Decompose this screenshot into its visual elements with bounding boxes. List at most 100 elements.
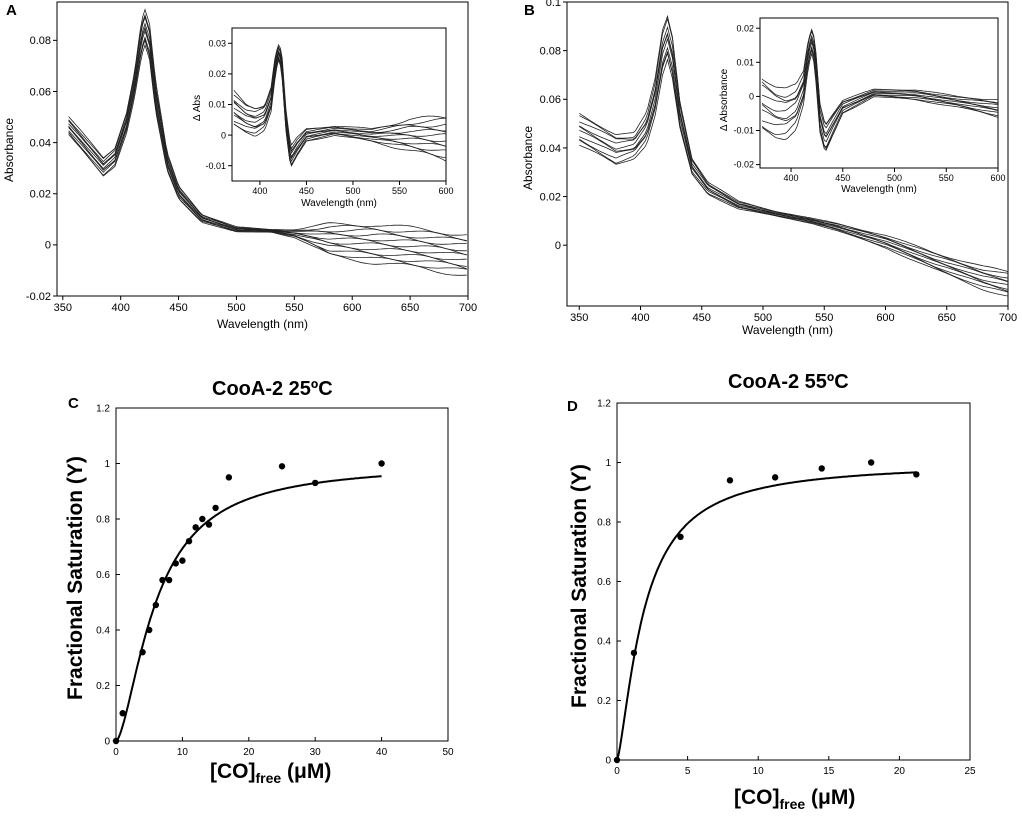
chart-b-inset-xtick-label-0: 400 <box>784 173 799 183</box>
chart-a-xlabel: Wavelength (nm) <box>217 317 308 331</box>
chart-b-xtick-label-3: 500 <box>754 312 772 324</box>
chart-c-xtick-label-2: 20 <box>243 747 255 758</box>
chart-c-point-13 <box>212 504 219 512</box>
chart-a-inset-ytick-label-4: 0.03 <box>208 38 226 48</box>
chart-a-trace-11 <box>68 8 467 236</box>
chart-a-inset-trace-10 <box>233 46 446 150</box>
chart-d-ytick-label-5: 1 <box>605 458 611 469</box>
chart-d-xtick-label-2: 10 <box>753 766 765 777</box>
chart-c-ytick-label-0: 0 <box>104 737 110 748</box>
chart-a-inset-ylabel: Δ Abs <box>192 95 203 121</box>
chart-c-point-5 <box>159 576 166 584</box>
chart-d-ytick-label-6: 1.2 <box>597 399 611 410</box>
chart-d-ytick-label-0: 0 <box>605 756 611 767</box>
chart-a-ytick-label-3: 0.04 <box>30 137 51 149</box>
chart-a-inset-xtick-label-2: 500 <box>345 186 360 196</box>
chart-b-inset-ytick-label-1: -0.01 <box>733 126 754 136</box>
chart-b-inset-ytick-label-3: 0.01 <box>736 57 754 67</box>
chart-d-xtick-label-4: 20 <box>894 766 906 777</box>
chart-c-ytick-label-3: 0.6 <box>96 570 110 581</box>
chart-b-inset-trace-0 <box>761 52 999 151</box>
chart-a-ytick-label-4: 0.06 <box>30 86 51 98</box>
chart-a-inset-trace-3 <box>233 55 447 163</box>
chart-b-inset-ytick-label-2: 0 <box>749 92 754 102</box>
chart-a-inset-trace-7 <box>233 49 447 154</box>
chart-c-title: CooA-2 25ºC <box>212 378 333 400</box>
chart-b-ytick-label-3: 0.06 <box>540 94 561 106</box>
chart-a-inset-ytick-label-2: 0.01 <box>208 100 226 110</box>
chart-c-xlabel: [CO]free (μM) <box>210 760 331 786</box>
chart-a-xtick-label-2: 450 <box>169 302 187 314</box>
chart-c-xlabel-main: [CO] <box>210 760 256 783</box>
chart-c-point-2 <box>139 649 146 656</box>
chart-a-inset-spectra <box>233 43 447 167</box>
chart-d-point-3 <box>726 477 734 484</box>
chart-a-inset-trace-4 <box>233 52 447 160</box>
chart-b-xtick-label-6: 650 <box>938 312 956 324</box>
chart-d-ytick-label-2: 0.4 <box>597 637 611 648</box>
chart-a-ylabel: Absorbance <box>2 118 16 182</box>
chart-a-ytick-label-0: -0.02 <box>26 291 51 303</box>
chart-b-spectra <box>579 14 1009 297</box>
chart-c-xtick-label-4: 40 <box>376 747 388 758</box>
chart-a-xtick-label-7: 700 <box>459 302 477 314</box>
chart-b-ytick-label-4: 0.08 <box>540 45 561 57</box>
chart-a-spectra <box>68 8 467 276</box>
panel-letter-a: A <box>6 2 17 19</box>
chart-a-ytick-label-1: 0 <box>45 240 51 252</box>
chart-b-xtick-label-7: 700 <box>999 312 1017 324</box>
chart-a-inset-trace-8 <box>233 47 447 152</box>
chart-a-xtick-label-4: 550 <box>285 302 303 314</box>
chart-c-point-7 <box>172 560 179 567</box>
chart-c-point-17 <box>378 460 385 467</box>
chart-c-xtick-label-5: 50 <box>442 747 454 758</box>
chart-b-xtick-label-2: 450 <box>693 312 711 324</box>
chart-b-ytick-label-2: 0.04 <box>540 143 561 155</box>
chart-a-xtick-label-6: 650 <box>401 302 419 314</box>
chart-b-ytick-label-0: 0 <box>555 240 561 252</box>
chart-a-inset-ytick-label-0: -0.01 <box>205 161 226 171</box>
chart-b-frame <box>566 1 1009 307</box>
chart-c-xtick-label-0: 0 <box>113 747 119 758</box>
chart-b-xtick-label-5: 600 <box>876 312 894 324</box>
chart-b-inset-trace-3 <box>761 45 999 143</box>
chart-c-ylabel: Fractional Saturation (Y) <box>64 456 87 700</box>
chart-d-point-7 <box>913 471 920 478</box>
chart-b-inset-trace-4 <box>761 40 999 138</box>
chart-c-point-12 <box>205 521 213 528</box>
panel-letter-d: D <box>567 398 578 415</box>
chart-b-inset-xtick-label-2: 500 <box>887 173 902 183</box>
chart-d-point-4 <box>771 474 779 481</box>
chart-b-inset-spectra <box>761 28 999 151</box>
chart-a-inset-trace-0 <box>233 58 447 167</box>
chart-a-inset-frame <box>231 27 447 182</box>
chart-d-xlabel: [CO]free (μM) <box>734 786 855 812</box>
chart-d-frame <box>616 402 971 761</box>
chart-c-point-14 <box>225 474 233 481</box>
chart-b-xtick-label-1: 400 <box>631 312 649 324</box>
chart-b-inset-xlabel: Wavelength (nm) <box>841 184 917 195</box>
chart-c-point-8 <box>179 557 186 564</box>
chart-c-ytick-label-6: 1.2 <box>96 404 110 415</box>
chart-d-xtick-label-0: 0 <box>614 766 620 777</box>
chart-a-ytick-label-5: 0.08 <box>30 35 51 47</box>
chart-c-point-4 <box>152 601 160 609</box>
chart-a-inset-xtick-label-3: 550 <box>392 186 407 196</box>
chart-d-ytick-label-1: 0.2 <box>597 696 611 707</box>
chart-d-ylabel: Fractional Saturation (Y) <box>568 464 591 708</box>
chart-c-xlabel-unit: (μM) <box>281 760 332 783</box>
chart-c-point-11 <box>199 515 206 523</box>
chart-d-xtick-label-5: 25 <box>964 766 976 777</box>
chart-c-xlabel-sub: free <box>255 770 282 787</box>
chart-d-point-5 <box>818 465 825 472</box>
chart-a-inset-trace-11 <box>233 43 447 146</box>
chart-c-fit-curve <box>115 475 382 742</box>
chart-a-inset-xlabel: Wavelength (nm) <box>301 198 377 209</box>
chart-b-inset-xtick-label-1: 450 <box>835 173 850 183</box>
chart-c-point-16 <box>312 479 319 487</box>
panel-letter-c: C <box>68 395 79 412</box>
chart-b-xtick-label-0: 350 <box>570 312 588 324</box>
chart-a-xtick-label-5: 600 <box>343 302 361 314</box>
